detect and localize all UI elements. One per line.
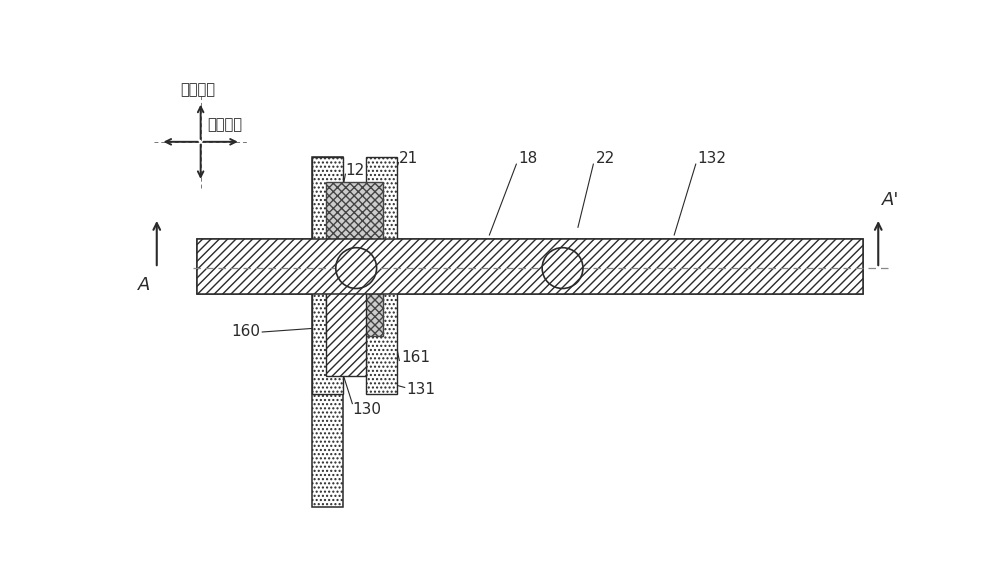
Text: 160: 160 bbox=[231, 325, 260, 339]
Circle shape bbox=[336, 247, 377, 288]
Bar bbox=[326, 271, 366, 376]
Text: A: A bbox=[138, 276, 151, 294]
Bar bbox=[197, 239, 863, 294]
Text: 131: 131 bbox=[406, 382, 435, 397]
Text: 第一方向: 第一方向 bbox=[207, 117, 242, 132]
Text: 22: 22 bbox=[596, 152, 615, 166]
Bar bbox=[366, 157, 397, 394]
Bar bbox=[326, 182, 383, 336]
Text: 21: 21 bbox=[399, 152, 418, 166]
Text: 121: 121 bbox=[345, 163, 374, 178]
Text: 第二方向: 第二方向 bbox=[180, 82, 215, 97]
Circle shape bbox=[542, 247, 583, 288]
Text: A': A' bbox=[882, 191, 899, 209]
Bar bbox=[312, 157, 343, 394]
Text: 130: 130 bbox=[352, 401, 381, 417]
Bar bbox=[197, 239, 863, 294]
Text: 18: 18 bbox=[519, 152, 538, 166]
Bar bbox=[312, 157, 343, 507]
Text: 132: 132 bbox=[697, 152, 726, 166]
Text: 161: 161 bbox=[401, 350, 430, 365]
